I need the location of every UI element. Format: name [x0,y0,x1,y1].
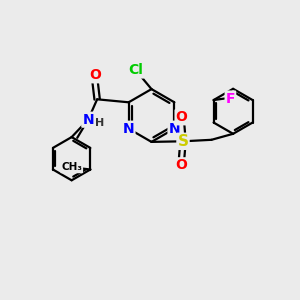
Text: O: O [176,158,188,172]
Text: O: O [89,68,101,82]
Text: N: N [169,122,180,136]
Text: H: H [95,118,104,128]
Text: O: O [176,110,188,124]
Text: Cl: Cl [128,64,143,77]
Text: S: S [178,134,188,149]
Text: F: F [226,92,235,106]
Text: N: N [82,113,94,127]
Text: CH₃: CH₃ [61,162,82,172]
Text: N: N [123,122,134,136]
